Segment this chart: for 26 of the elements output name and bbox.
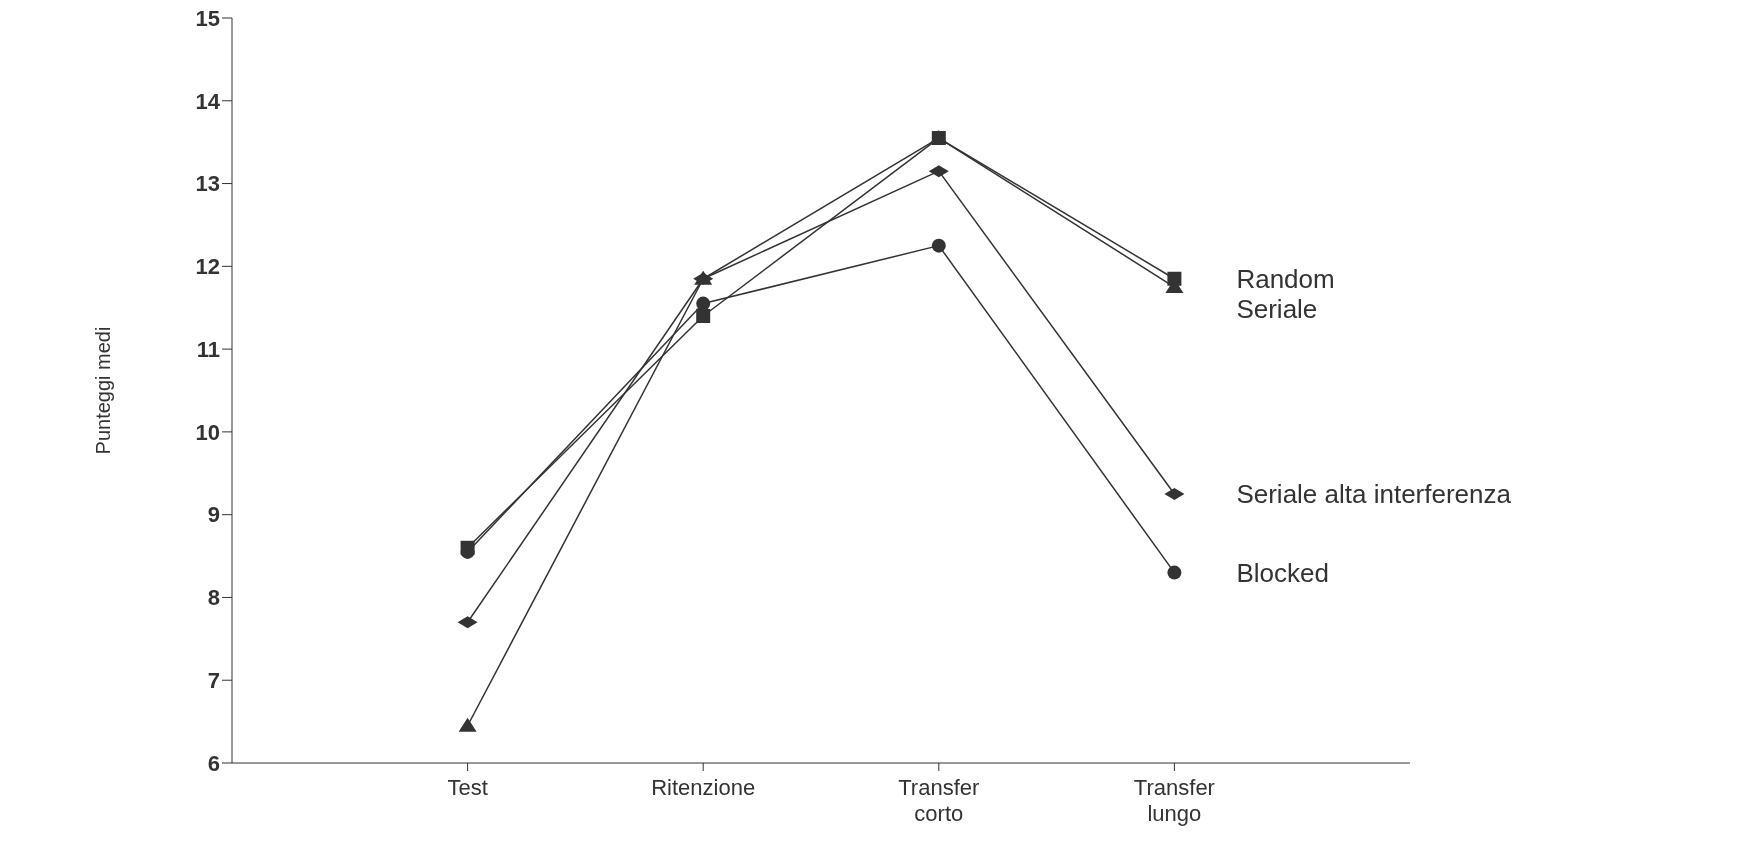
text: Blocked — [1236, 557, 1329, 588]
y-tick-label: 14 — [195, 88, 221, 114]
y-tick-label: 12 — [195, 254, 220, 280]
point — [1167, 565, 1182, 580]
y-tick-label: 6 — [207, 750, 220, 776]
point — [460, 540, 475, 555]
y-tick-label: 7 — [207, 668, 220, 694]
y-axis-title: Punteggi medi — [92, 326, 115, 455]
y-tick-label: 11 — [196, 336, 220, 362]
x-tick-label: Test — [447, 775, 488, 800]
text: Seriale — [1236, 293, 1318, 324]
point — [1167, 271, 1182, 286]
text: Random — [1236, 263, 1335, 294]
point — [458, 717, 477, 732]
y-tick-label: 10 — [195, 419, 220, 445]
x-tick-label: Transfer lungo — [1133, 775, 1215, 826]
series-label: Seriale alta interferenza — [1236, 478, 1511, 509]
x-tick-label: Transfer corto — [898, 775, 980, 826]
y-tick-label: 15 — [195, 5, 220, 31]
y-tick-label: 8 — [207, 585, 220, 611]
y-tick-label: 9 — [207, 502, 220, 528]
point — [696, 309, 711, 323]
x-tick-label: Ritenzione — [651, 775, 756, 800]
point — [696, 296, 711, 311]
point — [931, 238, 946, 253]
y-tick-label: 13 — [195, 171, 220, 197]
